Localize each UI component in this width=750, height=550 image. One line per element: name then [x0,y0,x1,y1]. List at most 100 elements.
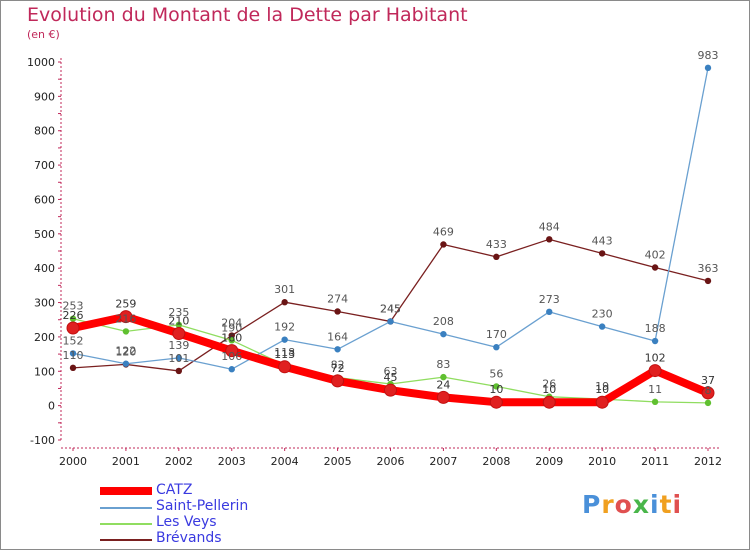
y-tick-label: 0 [48,400,55,413]
series-point-2 [651,398,659,406]
legend-label-saint-pellerin: Saint-Pellerin [156,498,249,514]
logo-letter: i [650,490,660,519]
series-point-1 [228,366,235,373]
series-point-0 [542,395,556,409]
data-label-3: 110 [63,349,84,362]
data-label-2: 83 [436,358,450,371]
data-label-3: 245 [380,302,401,315]
series-point-3 [69,364,77,372]
y-tick-label: 700 [34,159,55,172]
data-label-2: 8 [705,384,712,397]
series-point-3 [281,299,288,306]
series-point-0 [436,390,450,404]
data-label-1: 164 [327,330,348,343]
data-label-2: 118 [274,346,295,359]
data-label-3: 402 [645,248,666,261]
data-label-2: 63 [384,365,398,378]
data-label-3: 443 [592,234,613,247]
series-point-3 [493,253,500,261]
series-point-1 [334,346,341,353]
y-tick-label: 200 [34,331,55,344]
data-label-2: 190 [221,321,242,334]
data-label-1: 106 [221,350,242,363]
data-label-3: 433 [486,238,507,251]
data-label-1: 273 [539,293,560,306]
data-label-1: 152 [63,334,84,347]
logo-letter: i [672,490,683,519]
data-label-2: 82 [331,358,345,371]
data-label-3: 120 [115,345,136,358]
series-point-1 [387,318,394,325]
series-point-3 [334,308,341,315]
chart-subtitle: (en €) [27,28,60,41]
series-point-1 [704,64,712,72]
series-point-1 [281,336,288,343]
data-label-0: 45 [384,371,398,384]
series-point-0 [489,395,503,409]
series-point-3 [704,277,712,285]
x-tick-label: 2007 [429,455,457,468]
data-label-2: 56 [489,367,503,380]
data-label-0: 10 [542,383,556,396]
data-label-0: 24 [436,378,450,391]
data-label-1: 122 [115,345,136,358]
data-label-3: 469 [433,225,454,238]
series-point-2 [228,337,235,344]
x-tick-label: 2004 [271,455,299,468]
data-label-2: 216 [115,312,136,325]
legend-swatch-catz [100,487,152,495]
logo-letter: t [659,490,673,519]
logo-letter: r [601,490,615,519]
data-label-2: 235 [168,306,189,319]
data-label-0: 226 [63,309,84,322]
x-tick-label: 2012 [694,455,722,468]
chart-title: Evolution du Montant de la Dette par Hab… [27,4,468,26]
data-label-3: 274 [327,292,348,305]
data-label-0: 37 [701,374,715,387]
data-label-3: 484 [539,220,560,233]
series-point-0 [172,326,186,340]
data-label-3: 204 [221,317,242,330]
y-tick-label: 100 [34,365,55,378]
series-point-2 [175,321,183,329]
data-label-1: 192 [274,321,295,334]
series-point-0 [648,364,662,378]
logo-letter: P [582,490,602,519]
data-label-0: 210 [168,314,189,327]
legend-label-brevands: Brévands [156,530,222,546]
data-label-0: 102 [645,352,666,365]
data-label-1: 208 [433,315,454,328]
series-point-0 [331,374,345,388]
data-label-1: 170 [486,328,507,341]
data-label-1: 139 [168,339,189,352]
series-point-1 [493,344,500,351]
y-tick-label: 300 [34,297,55,310]
series-point-1 [440,330,447,338]
logo-letter: o [614,490,633,519]
data-label-3: 101 [168,352,189,365]
x-tick-label: 2011 [641,455,669,468]
series-point-2 [440,373,447,381]
x-tick-label: 2001 [112,455,140,468]
x-tick-label: 2000 [59,455,87,468]
data-label-2: 11 [648,383,662,396]
x-tick-label: 2008 [482,455,510,468]
data-label-1: 983 [698,49,719,62]
legend-label-catz: CATZ [156,482,193,498]
y-tick-label: 600 [34,193,55,206]
y-tick-label: 500 [34,228,55,241]
series-point-0 [66,321,80,335]
series-point-0 [278,360,292,374]
x-tick-label: 2005 [324,455,352,468]
series-point-0 [384,383,397,397]
series-point-1 [69,350,77,357]
series-point-0 [595,395,609,409]
y-tick-label: 900 [34,90,55,103]
data-label-0: 259 [115,298,136,311]
x-tick-label: 2010 [588,455,616,468]
series-point-1 [175,354,183,362]
data-label-2: 19 [595,380,609,393]
series-point-3 [651,264,659,271]
data-label-0: 10 [489,383,503,396]
legend-label-les-veys: Les Veys [156,514,217,530]
